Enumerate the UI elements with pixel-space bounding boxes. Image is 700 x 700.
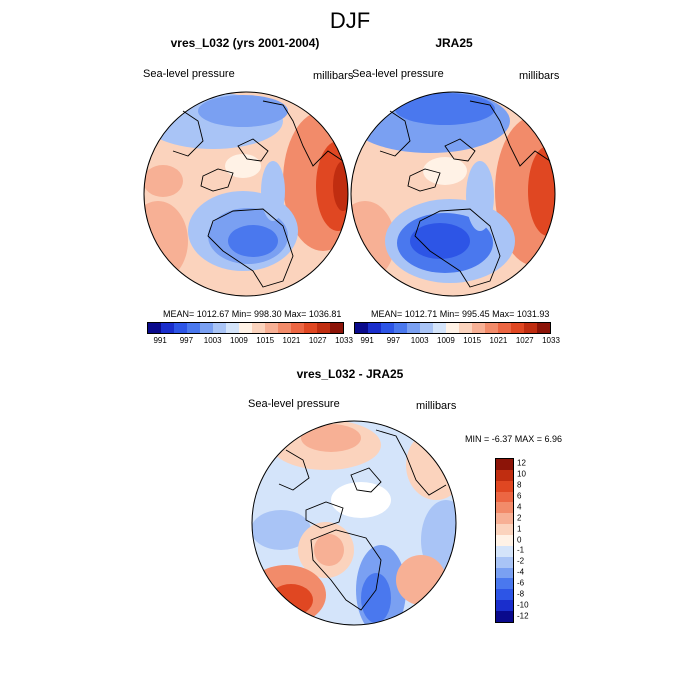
diff-stats: MIN = -6.37 MAX = 6.96 — [465, 434, 563, 444]
colorbar-swatch — [537, 323, 550, 333]
colorbar-swatch — [317, 323, 330, 333]
colorbar-swatch — [278, 323, 291, 333]
colorbar-swatch — [330, 323, 343, 333]
model-panel-title: vres_L032 (yrs 2001-2004) — [170, 36, 320, 50]
colorbar-tick-label: 12 — [517, 458, 526, 468]
obs-stats: MEAN= 1012.71 Min= 995.45 Max= 1031.93 — [371, 309, 550, 319]
colorbar-swatch — [265, 323, 278, 333]
colorbar-swatch — [239, 323, 252, 333]
colorbar-tick-label: 1027 — [515, 336, 534, 345]
colorbar-swatch — [496, 469, 513, 481]
colorbar-tick-label: 10 — [517, 469, 526, 479]
colorbar-tick-label: 991 — [153, 336, 167, 345]
colorbar-tick-label: -8 — [517, 589, 525, 599]
colorbar-tick-label: 1003 — [410, 336, 429, 345]
colorbar-swatch — [524, 323, 537, 333]
model-colorbar — [147, 322, 344, 334]
colorbar-tick-label: 1015 — [256, 336, 275, 345]
colorbar-tick-label: 1033 — [335, 336, 353, 345]
colorbar-tick-label: 2 — [517, 513, 522, 523]
colorbar-swatch — [496, 524, 513, 536]
obs-panel-title: JRA25 — [435, 36, 473, 50]
diff-colorbar-ticks: 12 10 8 6 4 2 1 0 -1 -2 -4 -6 -8 -10 -12 — [517, 458, 547, 621]
colorbar-swatch — [459, 323, 472, 333]
colorbar-swatch — [496, 567, 513, 579]
colorbar-swatch — [161, 323, 174, 333]
diff-units-label: millibars — [416, 400, 457, 412]
colorbar-swatch — [355, 323, 368, 333]
colorbar-tick-label: -6 — [517, 578, 525, 588]
colorbar-swatch — [496, 513, 513, 525]
colorbar-tick-label: -4 — [517, 567, 525, 577]
colorbar-swatch — [498, 323, 511, 333]
obs-polar-map — [350, 91, 556, 297]
colorbar-tick-label: 1003 — [203, 336, 222, 345]
colorbar-swatch — [446, 323, 459, 333]
model-units-label: millibars — [313, 70, 354, 82]
colorbar-swatch — [496, 535, 513, 546]
colorbar-swatch — [496, 611, 513, 622]
colorbar-tick-label: -2 — [517, 556, 525, 566]
colorbar-swatch — [485, 323, 498, 333]
obs-colorbar-ticks: 991 997 1003 1009 1015 1021 1027 1033 — [354, 336, 559, 348]
colorbar-swatch — [496, 491, 513, 503]
colorbar-swatch — [496, 589, 513, 601]
colorbar-tick-label: 991 — [360, 336, 374, 345]
colorbar-tick-label: 1021 — [282, 336, 301, 345]
colorbar-tick-label: -10 — [517, 600, 529, 610]
model-colorbar-ticks: 991 997 1003 1009 1015 1021 1027 1033 — [147, 336, 352, 348]
colorbar-tick-label: -1 — [517, 545, 525, 555]
colorbar-tick-label: 1033 — [542, 336, 560, 345]
colorbar-swatch — [200, 323, 213, 333]
colorbar-swatch — [511, 323, 524, 333]
colorbar-tick-label: 1027 — [308, 336, 327, 345]
colorbar-swatch — [496, 600, 513, 612]
colorbar-tick-label: 1015 — [463, 336, 482, 345]
colorbar-tick-label: 1021 — [489, 336, 508, 345]
colorbar-swatch — [496, 556, 513, 568]
colorbar-tick-label: 997 — [386, 336, 401, 345]
colorbar-swatch — [213, 323, 226, 333]
colorbar-swatch — [174, 323, 187, 333]
obs-units-label: millibars — [519, 70, 560, 82]
colorbar-swatch — [148, 323, 161, 333]
colorbar-swatch — [496, 480, 513, 492]
colorbar-swatch — [472, 323, 485, 333]
colorbar-swatch — [420, 323, 433, 333]
colorbar-swatch — [496, 578, 513, 590]
colorbar-tick-label: 0 — [517, 535, 522, 544]
colorbar-swatch — [394, 323, 407, 333]
colorbar-tick-label: 4 — [517, 502, 522, 512]
colorbar-swatch — [381, 323, 394, 333]
colorbar-tick-label: 1009 — [437, 336, 455, 345]
figure-title: DJF — [329, 8, 371, 33]
diff-colorbar — [495, 458, 514, 623]
obs-variable-label: Sea-level pressure — [352, 68, 444, 80]
colorbar-swatch — [496, 502, 513, 514]
colorbar-swatch — [252, 323, 265, 333]
colorbar-swatch — [496, 545, 513, 557]
model-stats: MEAN= 1012.67 Min= 998.30 Max= 1036.81 — [163, 309, 342, 319]
colorbar-swatch — [407, 323, 420, 333]
colorbar-swatch — [187, 323, 200, 333]
model-variable-label: Sea-level pressure — [143, 68, 235, 80]
diff-polar-map — [251, 420, 457, 626]
colorbar-swatch — [433, 323, 446, 333]
colorbar-tick-label: 1009 — [230, 336, 248, 345]
colorbar-swatch — [304, 323, 317, 333]
colorbar-tick-label: 997 — [179, 336, 194, 345]
colorbar-tick-label: -12 — [517, 611, 529, 621]
colorbar-swatch — [496, 459, 513, 470]
model-polar-map — [143, 91, 349, 297]
colorbar-swatch — [291, 323, 304, 333]
colorbar-tick-label: 8 — [517, 480, 522, 490]
diff-panel-title: vres_L032 - JRA25 — [296, 367, 404, 381]
colorbar-tick-label: 6 — [517, 491, 522, 501]
colorbar-swatch — [368, 323, 381, 333]
obs-colorbar — [354, 322, 551, 334]
colorbar-tick-label: 1 — [517, 524, 522, 534]
colorbar-swatch — [226, 323, 239, 333]
diff-variable-label: Sea-level pressure — [248, 398, 340, 410]
